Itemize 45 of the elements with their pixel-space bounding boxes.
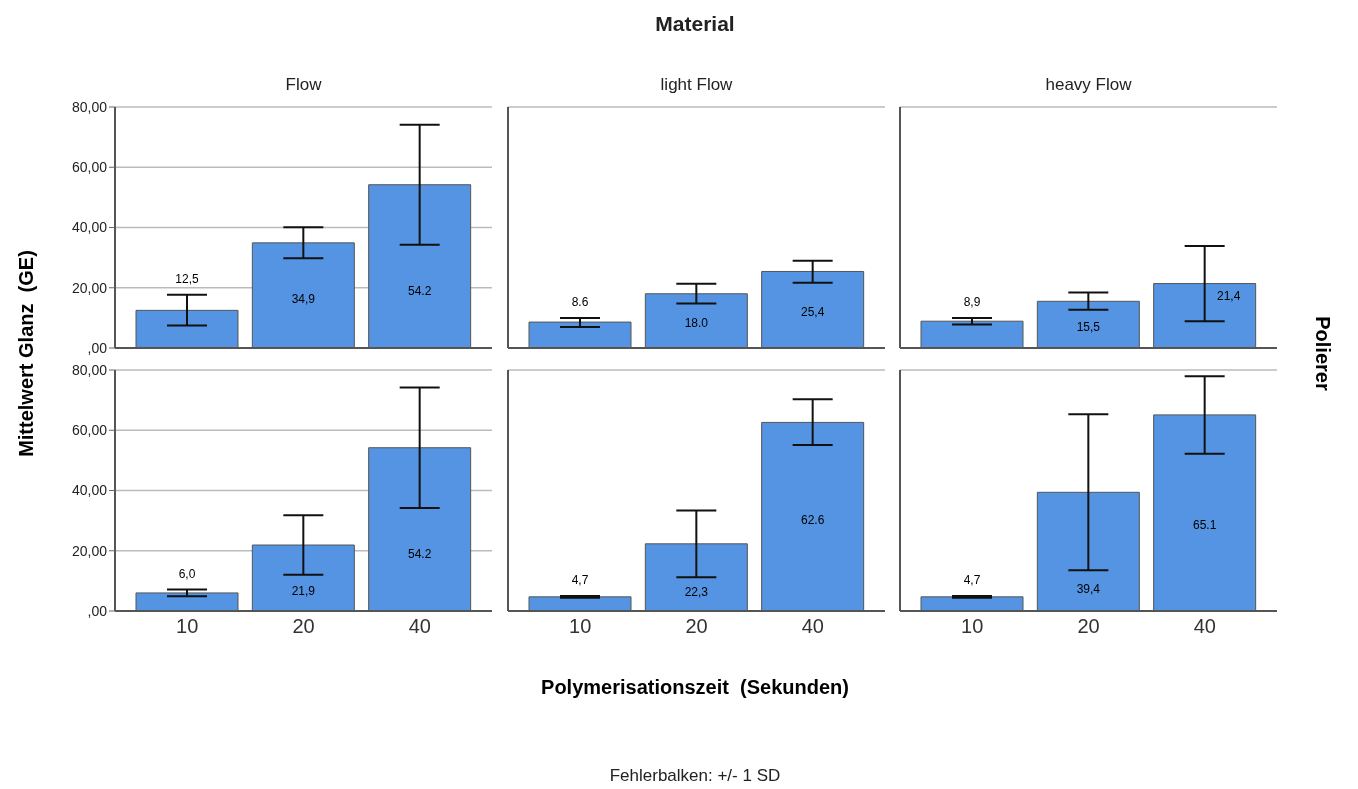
data-label: 4,7 — [571, 572, 589, 587]
y-tick-label: 60,00 — [71, 422, 108, 439]
chart-title: Flow — [284, 75, 323, 95]
y-tick-label: 20,00 — [71, 279, 108, 296]
x-tick-label: 20 — [685, 615, 708, 638]
x-axis-title: Polymerisationszeit (Sekunden) — [540, 676, 850, 699]
data-label: 65.1 — [1192, 517, 1217, 532]
y-tick-label: ,00 — [87, 602, 108, 619]
data-label: 12,5 — [175, 271, 199, 286]
x-tick-label: 10 — [176, 615, 199, 638]
y-tick-label: 40,00 — [71, 219, 108, 236]
y-axis-title: Mittelwert Glanz (GE) — [14, 249, 38, 459]
x-tick-label: 40 — [408, 615, 431, 638]
x-tick-label: 10 — [961, 615, 984, 638]
data-label: 22,3 — [684, 585, 709, 600]
y-tick-label: 60,00 — [71, 159, 108, 176]
y-tick-label: 20,00 — [71, 542, 108, 559]
data-label: 18.0 — [684, 316, 709, 331]
data-label: 15,5 — [1076, 319, 1101, 334]
data-label: 54.2 — [407, 547, 432, 562]
text: Fehlerbalken: +/- 1 SD — [608, 766, 782, 786]
chart-title: heavy Flow — [1044, 75, 1133, 95]
x-tick-label: 40 — [1193, 615, 1216, 638]
y-tick-label: 80,00 — [71, 361, 108, 378]
data-label: 25,4 — [800, 305, 825, 320]
y-tick-label: ,00 — [87, 339, 108, 356]
y-tick-label: 80,00 — [71, 98, 108, 115]
data-label: 34,9 — [291, 291, 316, 306]
data-label: 21,9 — [291, 584, 316, 599]
data-label: 6,0 — [178, 566, 196, 581]
x-tick-label: 40 — [801, 615, 824, 638]
data-label: 39,4 — [1076, 581, 1101, 596]
y2-axis-title: Polierer — [1310, 315, 1334, 393]
x-tick-label: 20 — [292, 615, 315, 638]
data-label: 54.2 — [407, 284, 432, 299]
data-label: 8,9 — [963, 294, 981, 309]
chart-title: light Flow — [659, 75, 734, 95]
x-tick-label: 20 — [1077, 615, 1100, 638]
data-label: 4,7 — [963, 572, 981, 587]
data-label: 8.6 — [571, 294, 589, 309]
y-tick-label: 40,00 — [71, 482, 108, 499]
text: Material — [654, 12, 736, 36]
data-label: 62.6 — [800, 512, 825, 527]
x-tick-label: 10 — [569, 615, 592, 638]
data-label: 21,4 — [1216, 288, 1241, 303]
